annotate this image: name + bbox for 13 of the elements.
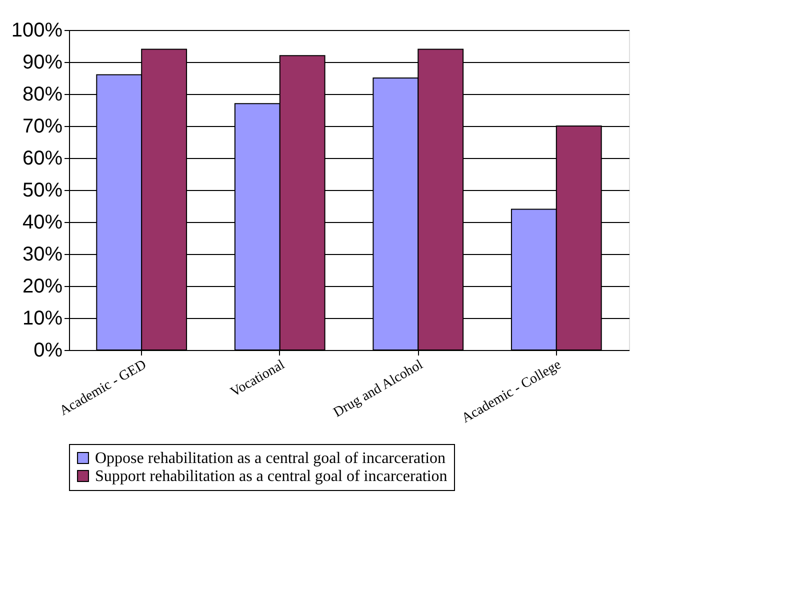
y-tick-label: 50% (22, 180, 63, 202)
y-tick-label: 60% (22, 148, 63, 170)
y-tick-label: 90% (22, 52, 63, 74)
y-tick-label: 0% (34, 340, 63, 362)
y-tick-label: 20% (22, 276, 63, 298)
legend-label: Oppose rehabilitation as a central goal of incarceration (95, 450, 446, 467)
y-tick-label: 10% (22, 308, 63, 330)
y-tick-label: 80% (22, 84, 63, 106)
y-tick-label: 40% (22, 212, 63, 234)
legend-label: Support rehabilitation as a central goal of incarceration (95, 468, 448, 485)
y-tick-label: 30% (22, 244, 63, 266)
y-tick-label: 100% (11, 20, 63, 42)
y-tick-label: 70% (22, 116, 63, 138)
